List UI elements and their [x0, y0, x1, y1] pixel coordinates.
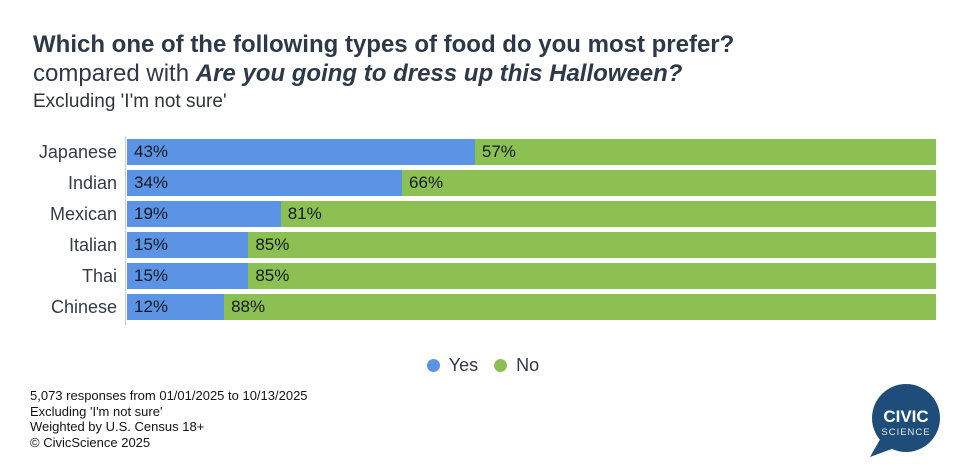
bar-track: 34% 66% [127, 170, 936, 196]
speech-bubble-tail-icon [870, 436, 900, 457]
value-label: 34% [134, 173, 169, 192]
speech-bubble-icon [872, 384, 940, 452]
bar-track: 15% 85% [127, 232, 936, 258]
value-label: 57% [481, 142, 516, 161]
bar-segment-yes[interactable]: 15% [127, 263, 249, 289]
value-label: 81% [287, 204, 322, 223]
bar-rows: Japanese 43% 57% Indian 34% 66% Mexican 19% 81% I… [0, 139, 966, 325]
chart-compare-title: compared with Are you going to dress up … [33, 59, 734, 88]
value-label: 15% [134, 266, 169, 285]
bar-segment-yes[interactable]: 19% [127, 201, 281, 227]
bar-segment-no[interactable]: 57% [474, 139, 936, 165]
value-label: 43% [134, 142, 169, 161]
bar-row: Japanese 43% 57% [0, 139, 966, 165]
bar-segment-no[interactable]: 85% [248, 263, 936, 289]
legend: Yes No [0, 355, 966, 376]
bar-track: 12% 88% [127, 294, 936, 320]
bar-row: Italian 15% 85% [0, 232, 966, 258]
legend-dot-no-icon [494, 359, 508, 372]
chart-subtitle: Excluding 'I'm not sure' [33, 91, 227, 112]
value-label: 15% [134, 235, 169, 254]
civicscience-logo: CIVIC SCIENCE [870, 384, 940, 457]
category-label: Thai [81, 266, 117, 286]
bar-segment-no[interactable]: 85% [248, 232, 936, 258]
value-label: 12% [134, 297, 169, 316]
compare-question: Are you going to dress up this Halloween… [195, 60, 683, 87]
legend-dot-yes-icon [426, 359, 440, 372]
compare-prefix: compared with [33, 60, 196, 87]
bar-track: 43% 57% [127, 139, 936, 165]
logo-text-civic: CIVIC [883, 407, 928, 426]
bar-segment-no[interactable]: 88% [224, 294, 936, 320]
bar-track: 19% 81% [127, 201, 936, 227]
category-label: Japanese [38, 142, 117, 162]
footer-copyright: © CivicScience 2025 [30, 434, 151, 450]
bar-segment-yes[interactable]: 34% [127, 170, 403, 196]
legend-item-yes[interactable]: Yes [426, 355, 479, 376]
bar-segment-no[interactable]: 81% [280, 201, 936, 227]
legend-label-no: No [516, 355, 540, 375]
bar-row: Indian 34% 66% [0, 170, 966, 196]
category-label: Indian [67, 173, 117, 193]
legend-label-yes: Yes [448, 355, 479, 375]
bar-row: Chinese 12% 88% [0, 294, 966, 320]
bar-row: Thai 15% 85% [0, 263, 966, 289]
footer-responses: 5,073 responses from 01/01/2025 to 10/13… [30, 388, 308, 403]
footer-excluding: Excluding 'I'm not sure' [30, 403, 163, 419]
value-label: 85% [255, 235, 290, 254]
footer-weighting: Weighted by U.S. Census 18+ [30, 419, 205, 434]
value-label: 19% [134, 204, 169, 223]
bar-row: Mexican 19% 81% [0, 201, 966, 227]
footer-notes: 5,073 responses from 01/01/2025 to 10/13… [30, 388, 308, 450]
chart-title: Which one of the following types of food… [33, 31, 735, 58]
legend-item-no[interactable]: No [494, 355, 539, 376]
chart-header: Which one of the following types of food… [33, 30, 734, 114]
bar-segment-yes[interactable]: 15% [127, 232, 249, 258]
value-label: 66% [409, 173, 444, 192]
logo-text-science: SCIENCE [881, 427, 930, 438]
category-label: Mexican [49, 204, 117, 224]
bar-segment-yes[interactable]: 12% [127, 294, 225, 320]
category-label: Italian [68, 235, 117, 255]
bar-segment-yes[interactable]: 43% [127, 139, 475, 165]
category-label: Chinese [50, 297, 117, 317]
value-label: 85% [255, 266, 290, 285]
value-label: 88% [231, 297, 266, 316]
bar-segment-no[interactable]: 66% [402, 170, 936, 196]
bar-track: 15% 85% [127, 263, 936, 289]
y-axis-line [125, 136, 126, 325]
